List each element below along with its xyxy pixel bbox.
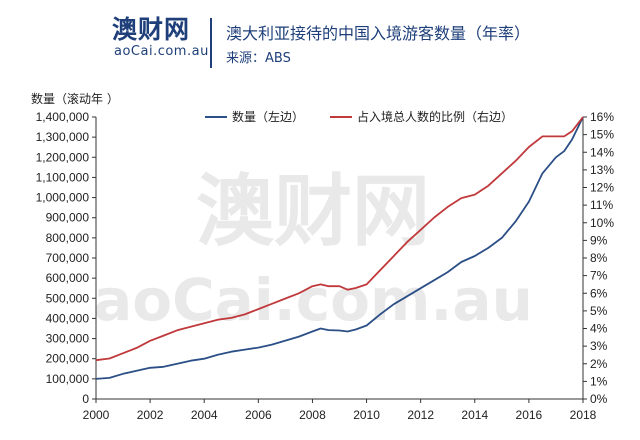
x-tick-label: 2016 <box>516 408 543 422</box>
y-right-tick-label: 10% <box>590 216 614 230</box>
chart-header: 澳财网 aoCai.com.au 澳大利亚接待的中国入境游客数量（年率） 来源：… <box>0 0 640 80</box>
y-right-tick-label: 6% <box>590 286 608 300</box>
y-right-tick-label: 0% <box>590 392 608 406</box>
x-tick-label: 2004 <box>191 408 218 422</box>
header-divider <box>210 18 212 68</box>
y-right-tick-label: 5% <box>590 304 608 318</box>
x-tick-label: 2018 <box>570 408 597 422</box>
chart-source: 来源：ABS <box>226 51 291 66</box>
x-tick-label: 2008 <box>299 408 326 422</box>
y-right-tick-label: 11% <box>590 198 613 212</box>
y-right-tick-label: 15% <box>590 128 614 142</box>
y-left-tick-label: 0 <box>82 392 89 406</box>
y-left-tick-label: 1,300,000 <box>36 130 90 144</box>
legend-label: 数量（左边） <box>232 109 304 124</box>
chart-series <box>95 116 584 380</box>
y-right-tick-label: 12% <box>590 181 614 195</box>
brand-logo: 澳财网 <box>112 15 191 44</box>
y-left-axis-title: 数量（滚动年 ） <box>31 91 119 106</box>
watermark-domain: aoCai.com.au <box>93 266 533 334</box>
y-right-tick-label: 9% <box>590 233 608 247</box>
y-right-tick-label: 4% <box>590 322 608 336</box>
y-right-tick-label: 14% <box>590 145 614 159</box>
y-left-tick-label: 1,100,000 <box>36 170 90 184</box>
series-line-share <box>95 116 584 362</box>
y-left-tick-label: 600,000 <box>46 271 90 285</box>
y-right-tick-label: 16% <box>590 110 614 124</box>
y-left-tick-label: 200,000 <box>46 352 90 366</box>
x-tick-label: 2006 <box>245 408 272 422</box>
chart-title: 澳大利亚接待的中国入境游客数量（年率） <box>226 24 531 43</box>
x-tick-label: 2010 <box>353 408 380 422</box>
y-left-tick-label: 400,000 <box>46 311 90 325</box>
y-right-tick-label: 1% <box>590 374 608 388</box>
x-tick-label: 2002 <box>137 408 164 422</box>
y-left-tick-label: 700,000 <box>46 251 90 265</box>
series-line-count <box>95 116 584 380</box>
y-right-tick-label: 13% <box>590 163 614 177</box>
y-left-tick-label: 900,000 <box>46 211 90 225</box>
y-left-tick-label: 1,200,000 <box>36 150 90 164</box>
chart-axes: 0 100,000 200,000 300,000 400,000 500,000 600,… <box>36 110 615 422</box>
y-right-tick-label: 3% <box>590 339 608 353</box>
x-tick-label: 2014 <box>461 408 488 422</box>
watermark-logo: 澳财网 <box>196 167 430 257</box>
y-left-tick-label: 100,000 <box>46 372 90 386</box>
y-right-tick-label: 8% <box>590 251 608 265</box>
y-left-tick-label: 500,000 <box>46 291 90 305</box>
y-left-tick-label: 1,400,000 <box>36 110 90 124</box>
y-left-tick-label: 800,000 <box>46 231 90 245</box>
y-left-tick-label: 300,000 <box>46 332 90 346</box>
y-left-tick-label: 1,000,000 <box>36 191 90 205</box>
brand-logo-domain: aoCai.com.au <box>114 44 209 59</box>
watermark: 澳财网 aoCai.com.au <box>93 167 533 334</box>
y-right-tick-label: 2% <box>590 357 608 371</box>
y-right-tick-label: 7% <box>590 269 608 283</box>
legend-label: 占入境总人数的比例（右边） <box>357 109 513 124</box>
chart-legend: 数量（左边） 占入境总人数的比例（右边） <box>205 109 513 124</box>
x-tick-label: 2000 <box>83 408 110 422</box>
x-tick-label: 2012 <box>407 408 434 422</box>
